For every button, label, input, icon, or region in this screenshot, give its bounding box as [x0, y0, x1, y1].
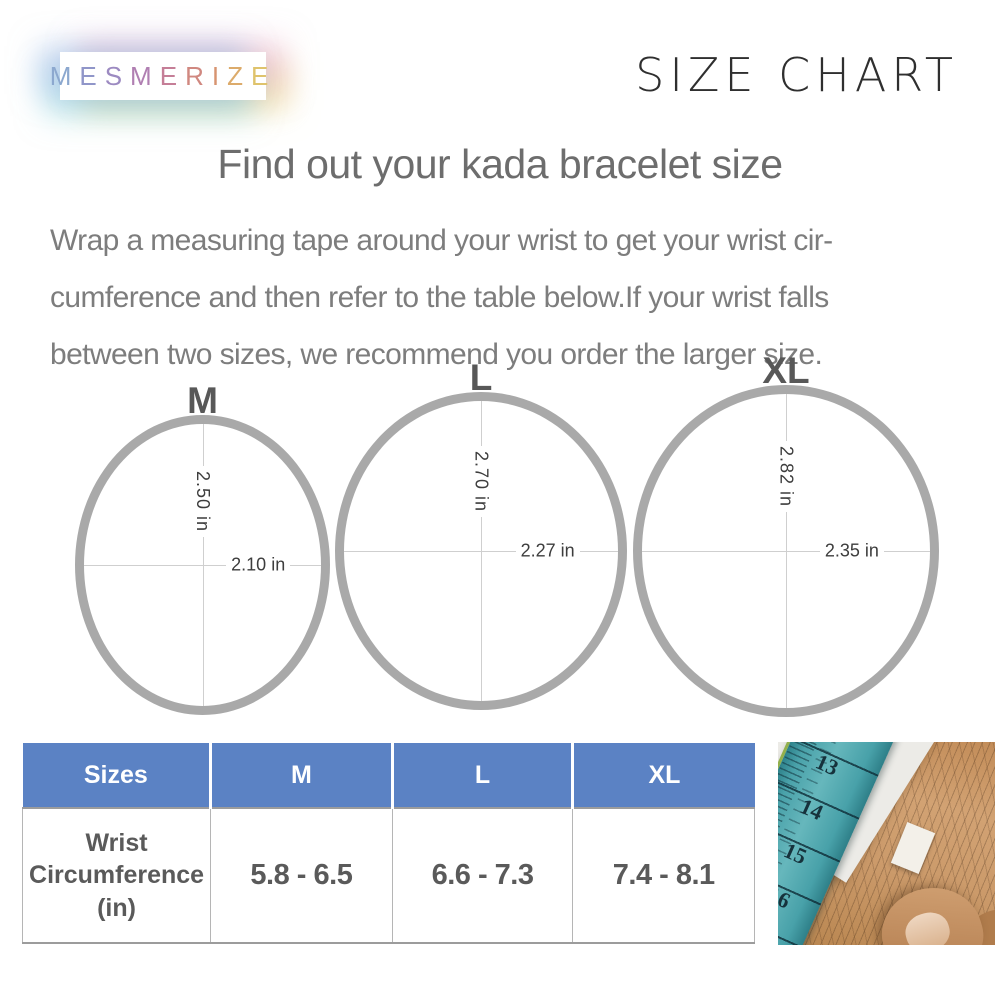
size-table-body-row: Wrist Circumference (in) 5.8 - 6.5 6.6 -…	[21, 808, 755, 944]
horizontal-diameter-label: 2.35 in	[819, 540, 884, 562]
size-diagram-m-ring: 2.50 in 2.10 in	[75, 415, 330, 715]
intro-line-1: Wrap a measuring tape around your wrist …	[50, 224, 833, 257]
brand-letter-4: E	[159, 61, 186, 91]
vertical-diameter-label: 2.82 in	[775, 441, 797, 513]
thumbnail-nail	[901, 907, 954, 945]
horizontal-diameter-label: 2.27 in	[515, 540, 580, 562]
size-table-header-xl: XL	[572, 743, 755, 809]
horizontal-diameter-label: 2.10 in	[226, 554, 291, 576]
wrist-photo: 13 14 15 16 17 18	[778, 742, 995, 945]
size-table-value-m: 5.8 - 6.5	[210, 808, 393, 944]
size-diagram-xl-ring: 2.82 in 2.35 in	[633, 385, 939, 717]
size-table-header-sizes: Sizes	[22, 743, 213, 809]
size-diagram-l: L 2.70 in 2.27 in	[335, 359, 627, 710]
crosshair-horizontal	[84, 565, 321, 566]
vertical-diameter-label: 2.70 in	[470, 446, 492, 518]
brand-letter-1: E	[79, 61, 105, 91]
size-table: Sizes M L XL Wrist Circumference (in) 5.…	[21, 743, 755, 944]
size-table-header-m: M	[210, 743, 394, 809]
size-table-value-xl: 7.4 - 8.1	[572, 808, 755, 944]
page-title: SIZE CHART	[635, 48, 958, 102]
intro-heading: Find out your kada bracelet size	[217, 141, 783, 187]
brand-letter-6: I	[211, 61, 228, 91]
crosshair-horizontal	[642, 551, 930, 552]
size-table-header-l: L	[392, 743, 575, 809]
size-table-row-label: Wrist Circumference (in)	[21, 808, 212, 944]
size-table-header-row: Sizes M L XL	[22, 743, 755, 809]
size-diagram-m-label: M	[187, 380, 218, 421]
size-table-value-l: 6.6 - 7.3	[391, 808, 574, 944]
crosshair-horizontal	[344, 551, 618, 552]
brand-letter-7: Z	[227, 61, 251, 91]
brand-letter-8: E	[250, 61, 277, 91]
brand-letter-3: M	[130, 61, 160, 91]
brand-letter-0: M	[49, 61, 80, 91]
vertical-diameter-label: 2.50 in	[192, 466, 213, 538]
size-diagram-m: M 2.50 in 2.10 in	[75, 382, 330, 715]
brand-letter-5: R	[185, 61, 212, 91]
size-diagram-xl-label: XL	[762, 350, 810, 391]
intro-line-2: cumference and then refer to the table b…	[50, 281, 829, 314]
intro-line-3: between two sizes, we recommend you orde…	[50, 338, 823, 371]
size-diagram-l-ring: 2.70 in 2.27 in	[335, 392, 627, 710]
size-diagram-xl: XL 2.82 in 2.35 in	[633, 352, 939, 717]
intro-paragraph: Wrap a measuring tape around your wrist …	[50, 212, 962, 383]
size-diagram-l-label: L	[469, 357, 493, 398]
brand-letter-2: S	[104, 61, 131, 91]
